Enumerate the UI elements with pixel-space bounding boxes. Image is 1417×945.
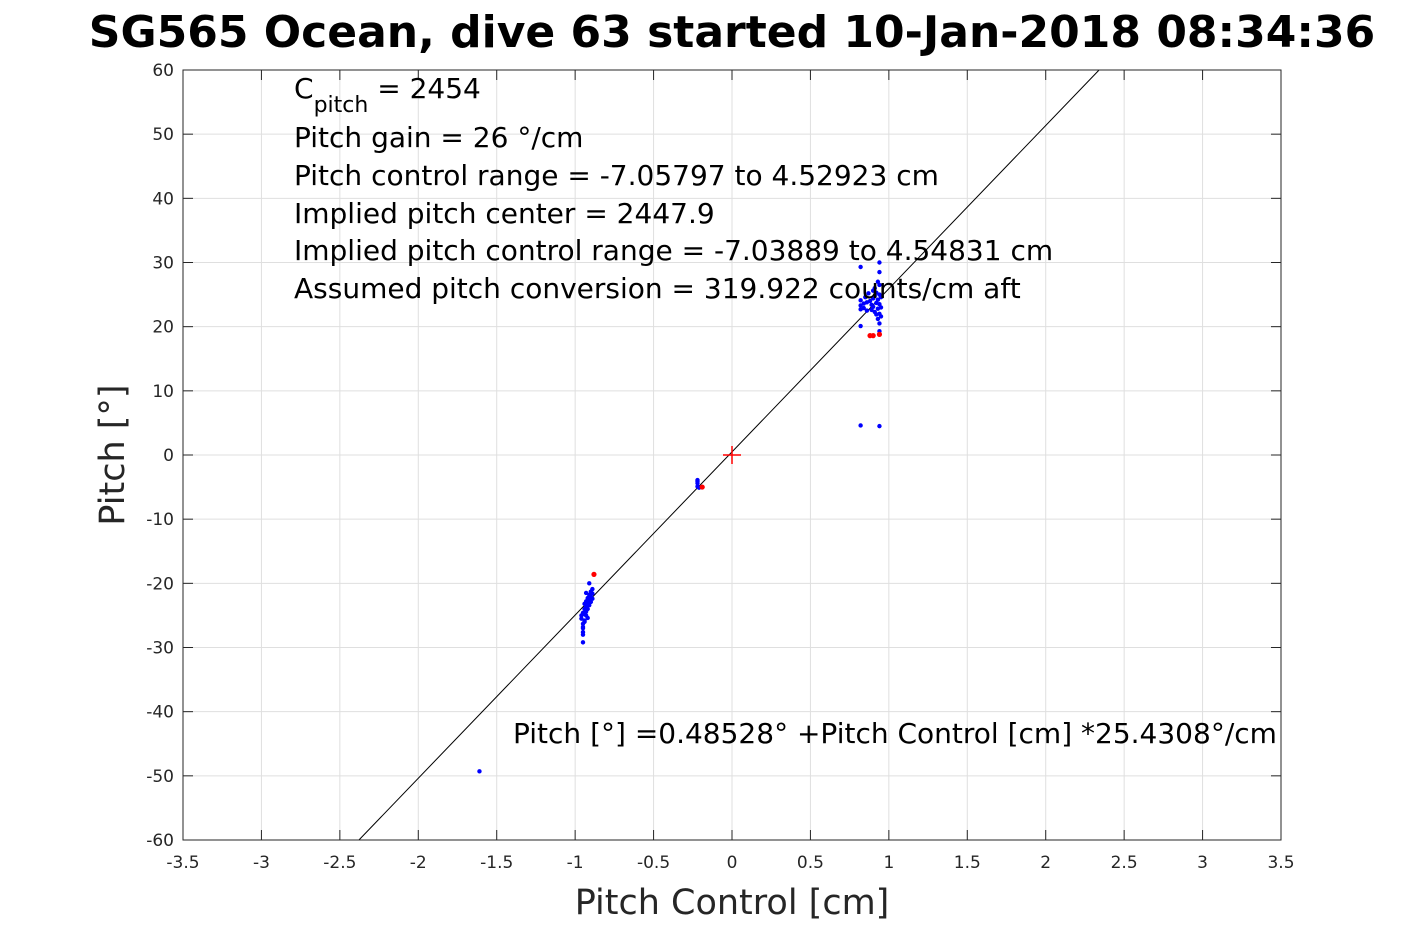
x-tick-label: -3.5	[166, 853, 199, 873]
x-tick-label: 3.5	[1267, 853, 1294, 873]
axis-ticks	[182, 69, 1282, 841]
data-point-blue	[867, 298, 873, 304]
y-tick-label: -50	[146, 767, 174, 787]
y-axis-label: Pitch [°]	[93, 384, 133, 525]
data-point-blue	[863, 294, 868, 300]
x-tick-label: -2.5	[323, 853, 356, 873]
data-point-blue	[875, 316, 881, 322]
data-points	[477, 260, 884, 774]
data-point-blue	[877, 321, 882, 326]
data-point-blue	[585, 615, 590, 621]
y-tick-label: 50	[152, 125, 174, 145]
annotation-implied-pitch-control-range: Implied pitch control range = -7.03889 t…	[294, 234, 1053, 267]
x-tick-label: 2	[1040, 853, 1051, 873]
x-tick-label: 2.5	[1111, 853, 1138, 873]
data-point-blue	[587, 581, 592, 586]
x-tick-label: 1.5	[954, 853, 981, 873]
x-axis-label: Pitch Control [cm]	[575, 883, 890, 923]
x-tick-label: 0.5	[797, 853, 824, 873]
y-tick-label: 20	[152, 318, 174, 338]
annotation-implied-pitch-center: Implied pitch center = 2447.9	[294, 197, 715, 230]
y-tick-label: -40	[146, 703, 174, 723]
x-tick-label: 1	[883, 853, 894, 873]
chart-title: SG565 Ocean, dive 63 started 10-Jan-2018…	[89, 7, 1375, 58]
annotation-pitch-gain: Pitch gain = 26 °/cm	[294, 121, 583, 154]
data-point-blue	[870, 304, 876, 309]
x-tick-labels: -3.5 -3 -2.5 -2 -1.5 -1 -0.5 0 0.5 1 1.5 2 2.5 3 3.5	[166, 853, 1294, 873]
data-point-blue	[580, 640, 586, 645]
data-point-blue	[585, 606, 590, 612]
x-tick-label: -1.5	[480, 853, 513, 873]
data-point-blue	[580, 624, 586, 630]
y-tick-label: -60	[146, 831, 174, 851]
x-tick-label: -3	[253, 853, 270, 873]
data-point-blue	[877, 282, 882, 288]
data-point-blue	[695, 479, 700, 484]
x-tick-label: 0	[727, 853, 738, 873]
data-point-blue	[864, 308, 870, 313]
annotation-c-pitch-value: = 2454	[368, 72, 481, 105]
data-point-blue	[580, 629, 586, 635]
fit-equation-label: Pitch [°] =0.48528° +Pitch Control [cm] …	[513, 717, 1277, 750]
data-point-blue	[858, 298, 863, 303]
y-tick-labels: -60 -50 -40 -30 -20 -10 0 10 20 30 40 50 60	[146, 61, 174, 851]
data-point-blue	[877, 423, 882, 429]
x-tick-label: -2	[410, 853, 427, 873]
data-point-blue	[878, 294, 884, 300]
y-tick-label: 60	[152, 61, 174, 81]
y-tick-label: 30	[152, 254, 174, 274]
annotation-c-pitch-label: C	[294, 72, 314, 105]
y-tick-label: 10	[152, 382, 174, 402]
data-point-blue	[583, 590, 589, 596]
data-point-blue	[590, 596, 595, 601]
y-tick-label: -30	[146, 639, 174, 659]
y-tick-label: 0	[163, 446, 174, 466]
y-tick-label: -20	[146, 574, 174, 594]
x-tick-label: -1	[567, 853, 584, 873]
data-point-blue	[477, 769, 482, 774]
data-point-red	[870, 333, 876, 339]
data-point-blue	[872, 285, 877, 291]
annotation-assumed-pitch-conversion: Assumed pitch conversion = 319.922 count…	[294, 272, 1021, 305]
annotation-c-pitch-subscript: pitch	[314, 93, 369, 118]
data-point-blue	[590, 586, 595, 592]
data-point-blue	[861, 305, 866, 311]
plot-frame	[182, 69, 1282, 841]
y-tick-label: -10	[146, 510, 174, 530]
annotation-block: Cpitch = 2454 Pitch gain = 26 °/cm Pitch…	[294, 72, 1053, 305]
data-point-blue	[866, 291, 871, 296]
y-tick-label: 40	[152, 189, 174, 209]
data-point-blue	[877, 260, 882, 265]
center-marker-group	[723, 446, 741, 464]
data-point-red	[699, 484, 705, 490]
data-point-red	[876, 331, 883, 337]
data-point-blue	[875, 297, 881, 302]
annotation-pitch-control-range: Pitch control range = -7.05797 to 4.5292…	[294, 159, 939, 192]
data-point-blue	[878, 314, 884, 319]
x-tick-label: -0.5	[637, 853, 670, 873]
data-point-blue	[858, 423, 863, 428]
data-point-blue	[590, 591, 595, 596]
data-point-blue	[877, 269, 882, 275]
data-point-blue	[858, 264, 863, 270]
x-tick-label: 3	[1197, 853, 1208, 873]
data-point-blue	[878, 305, 884, 310]
data-point-red	[591, 571, 597, 577]
data-point-blue	[858, 323, 863, 329]
annotation-c-pitch: Cpitch = 2454	[294, 72, 481, 118]
data-point-blue	[582, 619, 587, 625]
